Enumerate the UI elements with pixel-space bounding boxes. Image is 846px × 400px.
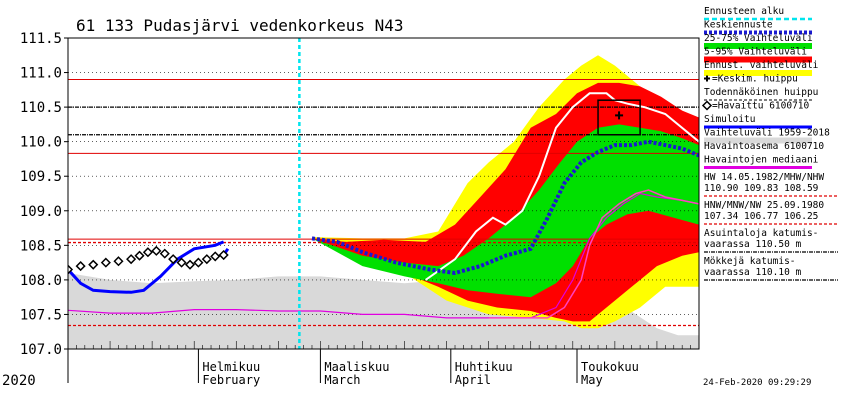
observed-point — [218, 249, 229, 261]
y-tick-label: 111.0 — [20, 66, 62, 82]
observed-point — [134, 250, 145, 261]
legend-note: Asuintaloja katumis- — [704, 228, 818, 239]
observed-point — [159, 248, 170, 259]
observed-point — [113, 256, 124, 267]
timestamp: 24-Feb-2020 09:29:29 — [703, 378, 811, 388]
observed-point — [75, 261, 86, 272]
observed-point — [184, 259, 196, 270]
mean-peak-marker — [615, 111, 624, 120]
y-tick-label: 109.0 — [20, 204, 62, 220]
year-label: 2020 — [2, 373, 36, 389]
month-label-fi: Helmikuu — [202, 360, 260, 374]
y-tick-label: 111.5 — [20, 31, 62, 47]
observed-point — [193, 257, 204, 268]
y-tick-label: 110.5 — [20, 100, 62, 116]
observed-point — [151, 245, 162, 256]
y-tick-label: 108.5 — [20, 238, 62, 254]
observed-point — [126, 254, 137, 265]
legend-label: Havaintoasema 6100710 — [704, 141, 824, 152]
range-25-75-band — [312, 124, 699, 298]
legend-swatch — [701, 100, 713, 111]
simulated-line — [68, 240, 225, 294]
observed-point — [168, 254, 179, 265]
legend-label: Todennäköinen huippu — [704, 87, 818, 98]
likely-peak-box — [597, 99, 641, 136]
legend-note: Mökkejä katumis- — [704, 256, 796, 267]
legend-note: vaarassa 110.10 m — [704, 267, 802, 278]
legend-label: Vaihteluväli 1959-2018 — [704, 128, 830, 139]
legend-label: =Havaittu 6100710 — [712, 101, 810, 112]
observed-point — [100, 257, 111, 268]
legend-label: Simuloitu — [704, 114, 755, 125]
legend-swatch — [704, 43, 812, 49]
observed-point — [68, 264, 74, 275]
legend-label: Havaintojen mediaani — [704, 155, 819, 166]
legend-note: 110.90 109.83 108.59 — [704, 183, 819, 194]
month-label-fi: Huhtikuu — [455, 360, 513, 374]
legend-note: HNW/MNW/NW 25.09.1980 — [704, 200, 824, 211]
y-tick-label: 107.0 — [20, 342, 62, 358]
legend-swatch — [704, 70, 812, 76]
legend-label: Ennusteen alku — [704, 6, 784, 17]
legend-label: 5-95% Vaihteluväli — [704, 47, 807, 58]
month-label-fi: Maaliskuu — [324, 360, 389, 374]
legend-label: Keskiennuste — [704, 20, 773, 31]
legend-swatch — [704, 56, 812, 63]
plot-frame — [67, 37, 700, 350]
observed-point — [142, 247, 153, 258]
observed-point — [88, 259, 99, 270]
legend-swatch — [704, 137, 812, 144]
legend-label: =Keskim. huippu — [712, 74, 798, 85]
observed-point — [176, 257, 187, 268]
mean-forecast-line — [311, 139, 699, 276]
legend: Ennusteen alku Keskiennuste 25-75% Vaihtel… — [701, 6, 838, 281]
scenario-line-pink — [488, 189, 699, 319]
y-tick-label: 109.5 — [20, 169, 62, 185]
month-label-en: May — [581, 373, 603, 387]
legend-swatch — [704, 75, 710, 82]
month-label-en: March — [324, 373, 360, 387]
legend-note: HW 14.05.1982/MHW/NHW — [704, 172, 824, 183]
legend-note: 107.34 106.77 106.25 — [704, 211, 818, 222]
scenario-line-white — [425, 92, 699, 281]
observed-point — [201, 254, 212, 265]
y-tick-label: 107.5 — [20, 307, 62, 323]
chart-title: 61 133 Pudasjärvi vedenkorkeus N43 — [76, 16, 404, 35]
legend-label: Ennust. vaihteluväli — [704, 60, 819, 71]
month-label-fi: Toukokuu — [581, 360, 639, 374]
legend-label: 25-75% Vaihteluväli — [704, 33, 813, 44]
y-tick-label: 110.0 — [20, 135, 62, 151]
observed-point — [210, 251, 221, 262]
month-label-en: April — [455, 373, 491, 387]
month-label-en: February — [202, 373, 260, 387]
y-tick-label: 108.0 — [20, 273, 62, 289]
legend-note: vaarassa 110.50 m — [704, 239, 802, 250]
